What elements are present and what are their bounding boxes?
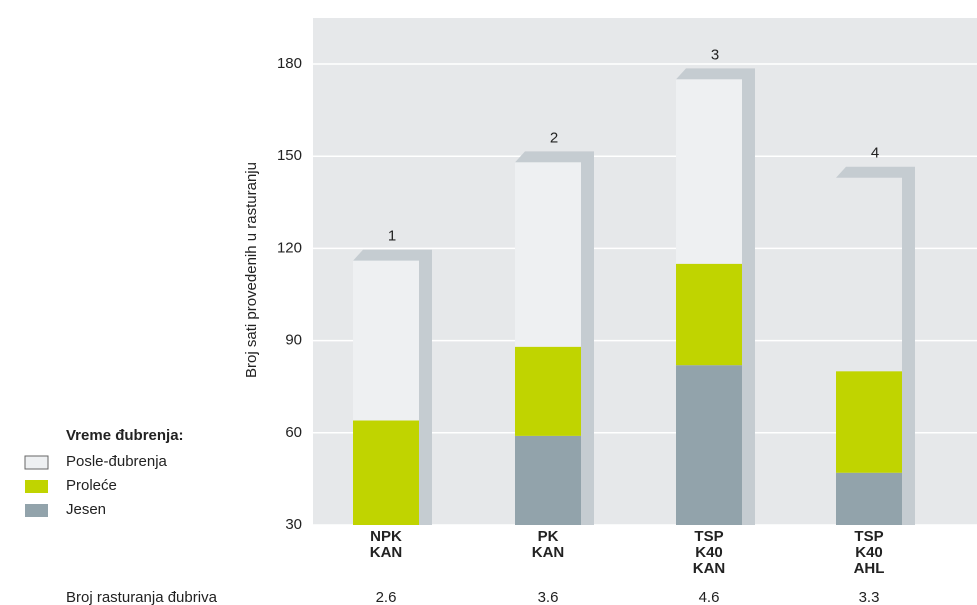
x-tick-label: K40 [695, 544, 723, 561]
x-tick-label: TSP [854, 528, 883, 545]
bar-segment [515, 162, 581, 347]
bar-frame [353, 249, 432, 525]
x-tick-label: KAN [532, 544, 565, 561]
row-value: 3.6 [538, 589, 559, 605]
legend-label: Posle-đubrenja [66, 453, 168, 470]
y-tick-label: 30 [285, 516, 302, 533]
legend-swatch [25, 480, 48, 493]
x-tick-label: KAN [370, 544, 403, 561]
bar-number: 3 [711, 46, 719, 63]
legend-label: Jesen [66, 501, 106, 518]
bar-number: 2 [550, 129, 558, 146]
bar-segment [836, 371, 902, 473]
legend-label: Proleće [66, 477, 117, 494]
row-value: 3.3 [859, 589, 880, 605]
legend-swatch [24, 455, 49, 470]
bar-frame [836, 166, 915, 526]
y-tick-label: 90 [285, 332, 302, 349]
bar-segment [515, 346, 581, 436]
bar-number: 4 [871, 145, 879, 162]
x-tick-label: TSP [694, 528, 723, 545]
bar-segment [676, 365, 742, 525]
bar-segment [676, 263, 742, 366]
legend-title: Vreme đubrenja: [66, 427, 184, 444]
x-tick-label: KAN [693, 560, 726, 577]
x-tick-label: K40 [855, 544, 883, 561]
x-tick-label: PK [538, 528, 559, 545]
bar-segment [353, 420, 419, 525]
y-tick-label: 60 [285, 424, 302, 441]
bar-number: 1 [388, 228, 396, 245]
y-tick-label: 150 [277, 147, 302, 164]
legend-swatch [25, 504, 48, 517]
bar-frame [676, 68, 755, 525]
bar-segment [676, 79, 742, 264]
row-value: 2.6 [376, 589, 397, 605]
y-axis-label: Broj sati provedenih u rasturanju [243, 162, 260, 378]
y-tick-label: 120 [277, 239, 302, 256]
bar-segment [836, 472, 902, 525]
x-tick-label: NPK [370, 528, 402, 545]
bar-segment [353, 260, 419, 421]
row-label: Broj rasturanja đubriva [66, 589, 218, 605]
x-tick-label: AHL [854, 560, 885, 577]
y-tick-label: 180 [277, 55, 302, 72]
bar-frame [515, 151, 594, 525]
row-value: 4.6 [699, 589, 720, 605]
bar-segment [515, 435, 581, 525]
